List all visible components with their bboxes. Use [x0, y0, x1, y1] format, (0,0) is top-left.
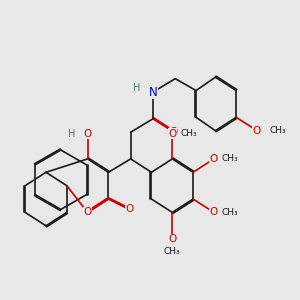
Text: H: H: [133, 82, 140, 93]
Text: O: O: [83, 207, 92, 218]
Text: O: O: [253, 126, 261, 136]
Text: H: H: [68, 129, 75, 139]
Text: O: O: [210, 154, 218, 164]
Text: O: O: [83, 129, 92, 139]
Text: O: O: [125, 204, 133, 214]
Text: O: O: [168, 234, 176, 244]
Text: O: O: [168, 129, 176, 139]
Text: N: N: [148, 85, 157, 98]
Text: CH₃: CH₃: [222, 154, 238, 164]
Text: CH₃: CH₃: [180, 129, 197, 138]
Text: O: O: [210, 207, 218, 218]
Text: CH₃: CH₃: [269, 126, 286, 135]
Text: O: O: [170, 127, 178, 137]
Text: CH₃: CH₃: [222, 208, 238, 217]
Text: CH₃: CH₃: [164, 247, 181, 256]
